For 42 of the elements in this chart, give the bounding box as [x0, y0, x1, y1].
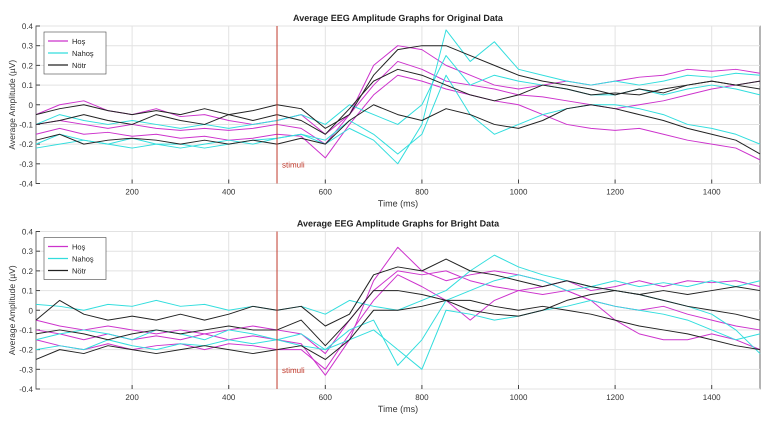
- y-tick-label: -0.4: [19, 180, 34, 188]
- chart-title: Average EEG Amplitude Graphs for Bright Data: [296, 218, 500, 228]
- x-axis-title: Time (ms): [378, 198, 418, 208]
- y-tick-label: 0: [28, 100, 34, 110]
- y-tick-label: 0.2: [22, 266, 34, 276]
- x-tick-label: 600: [318, 393, 333, 402]
- x-tick-label: 200: [125, 188, 140, 196]
- x-tick-label: 1200: [606, 188, 625, 196]
- y-tick-label: 0.2: [22, 61, 34, 70]
- x-tick-label: 400: [222, 393, 236, 402]
- y-tick-label: 0.1: [22, 286, 34, 296]
- ref-line-label: stimuli: [282, 160, 305, 170]
- line-series: [36, 104, 760, 154]
- x-tick-label: 200: [125, 393, 140, 402]
- y-tick-label: 0.3: [22, 42, 34, 51]
- y-axis-title: Average Amplitude (µV): [7, 265, 17, 356]
- y-tick-label: -0.2: [19, 346, 34, 355]
- y-tick-label: 0.3: [22, 247, 34, 256]
- y-tick-label: -0.2: [19, 140, 34, 150]
- x-tick-label: 800: [415, 188, 430, 196]
- x-tick-label: 1400: [702, 188, 722, 196]
- y-tick-label: -0.1: [19, 120, 34, 130]
- y-tick-label: 0: [28, 306, 34, 316]
- x-axis-title: Time (ms): [378, 404, 418, 414]
- y-tick-label: -0.1: [19, 326, 34, 335]
- ref-line-label: stimuli: [282, 366, 305, 375]
- y-tick-label: -0.3: [19, 160, 34, 169]
- x-tick-label: 600: [318, 188, 333, 196]
- y-tick-label: -0.3: [19, 365, 34, 374]
- x-tick-label: 400: [222, 188, 236, 196]
- x-tick-label: 1200: [606, 393, 625, 402]
- x-tick-label: 1000: [510, 188, 528, 196]
- y-axis-title: Average Amplitude (µV): [7, 60, 17, 150]
- y-tick-label: 0.1: [22, 81, 34, 90]
- x-tick-label: 800: [415, 393, 430, 402]
- y-tick-label: -0.4: [19, 385, 34, 394]
- line-series: [36, 254, 760, 315]
- y-tick-label: 0.4: [22, 22, 34, 31]
- x-tick-label: 1400: [702, 393, 722, 402]
- chart-title: Average EEG Amplitude Graphs for Original Data: [293, 13, 504, 23]
- x-tick-label: 1000: [510, 393, 528, 402]
- y-tick-label: 0.4: [22, 228, 34, 236]
